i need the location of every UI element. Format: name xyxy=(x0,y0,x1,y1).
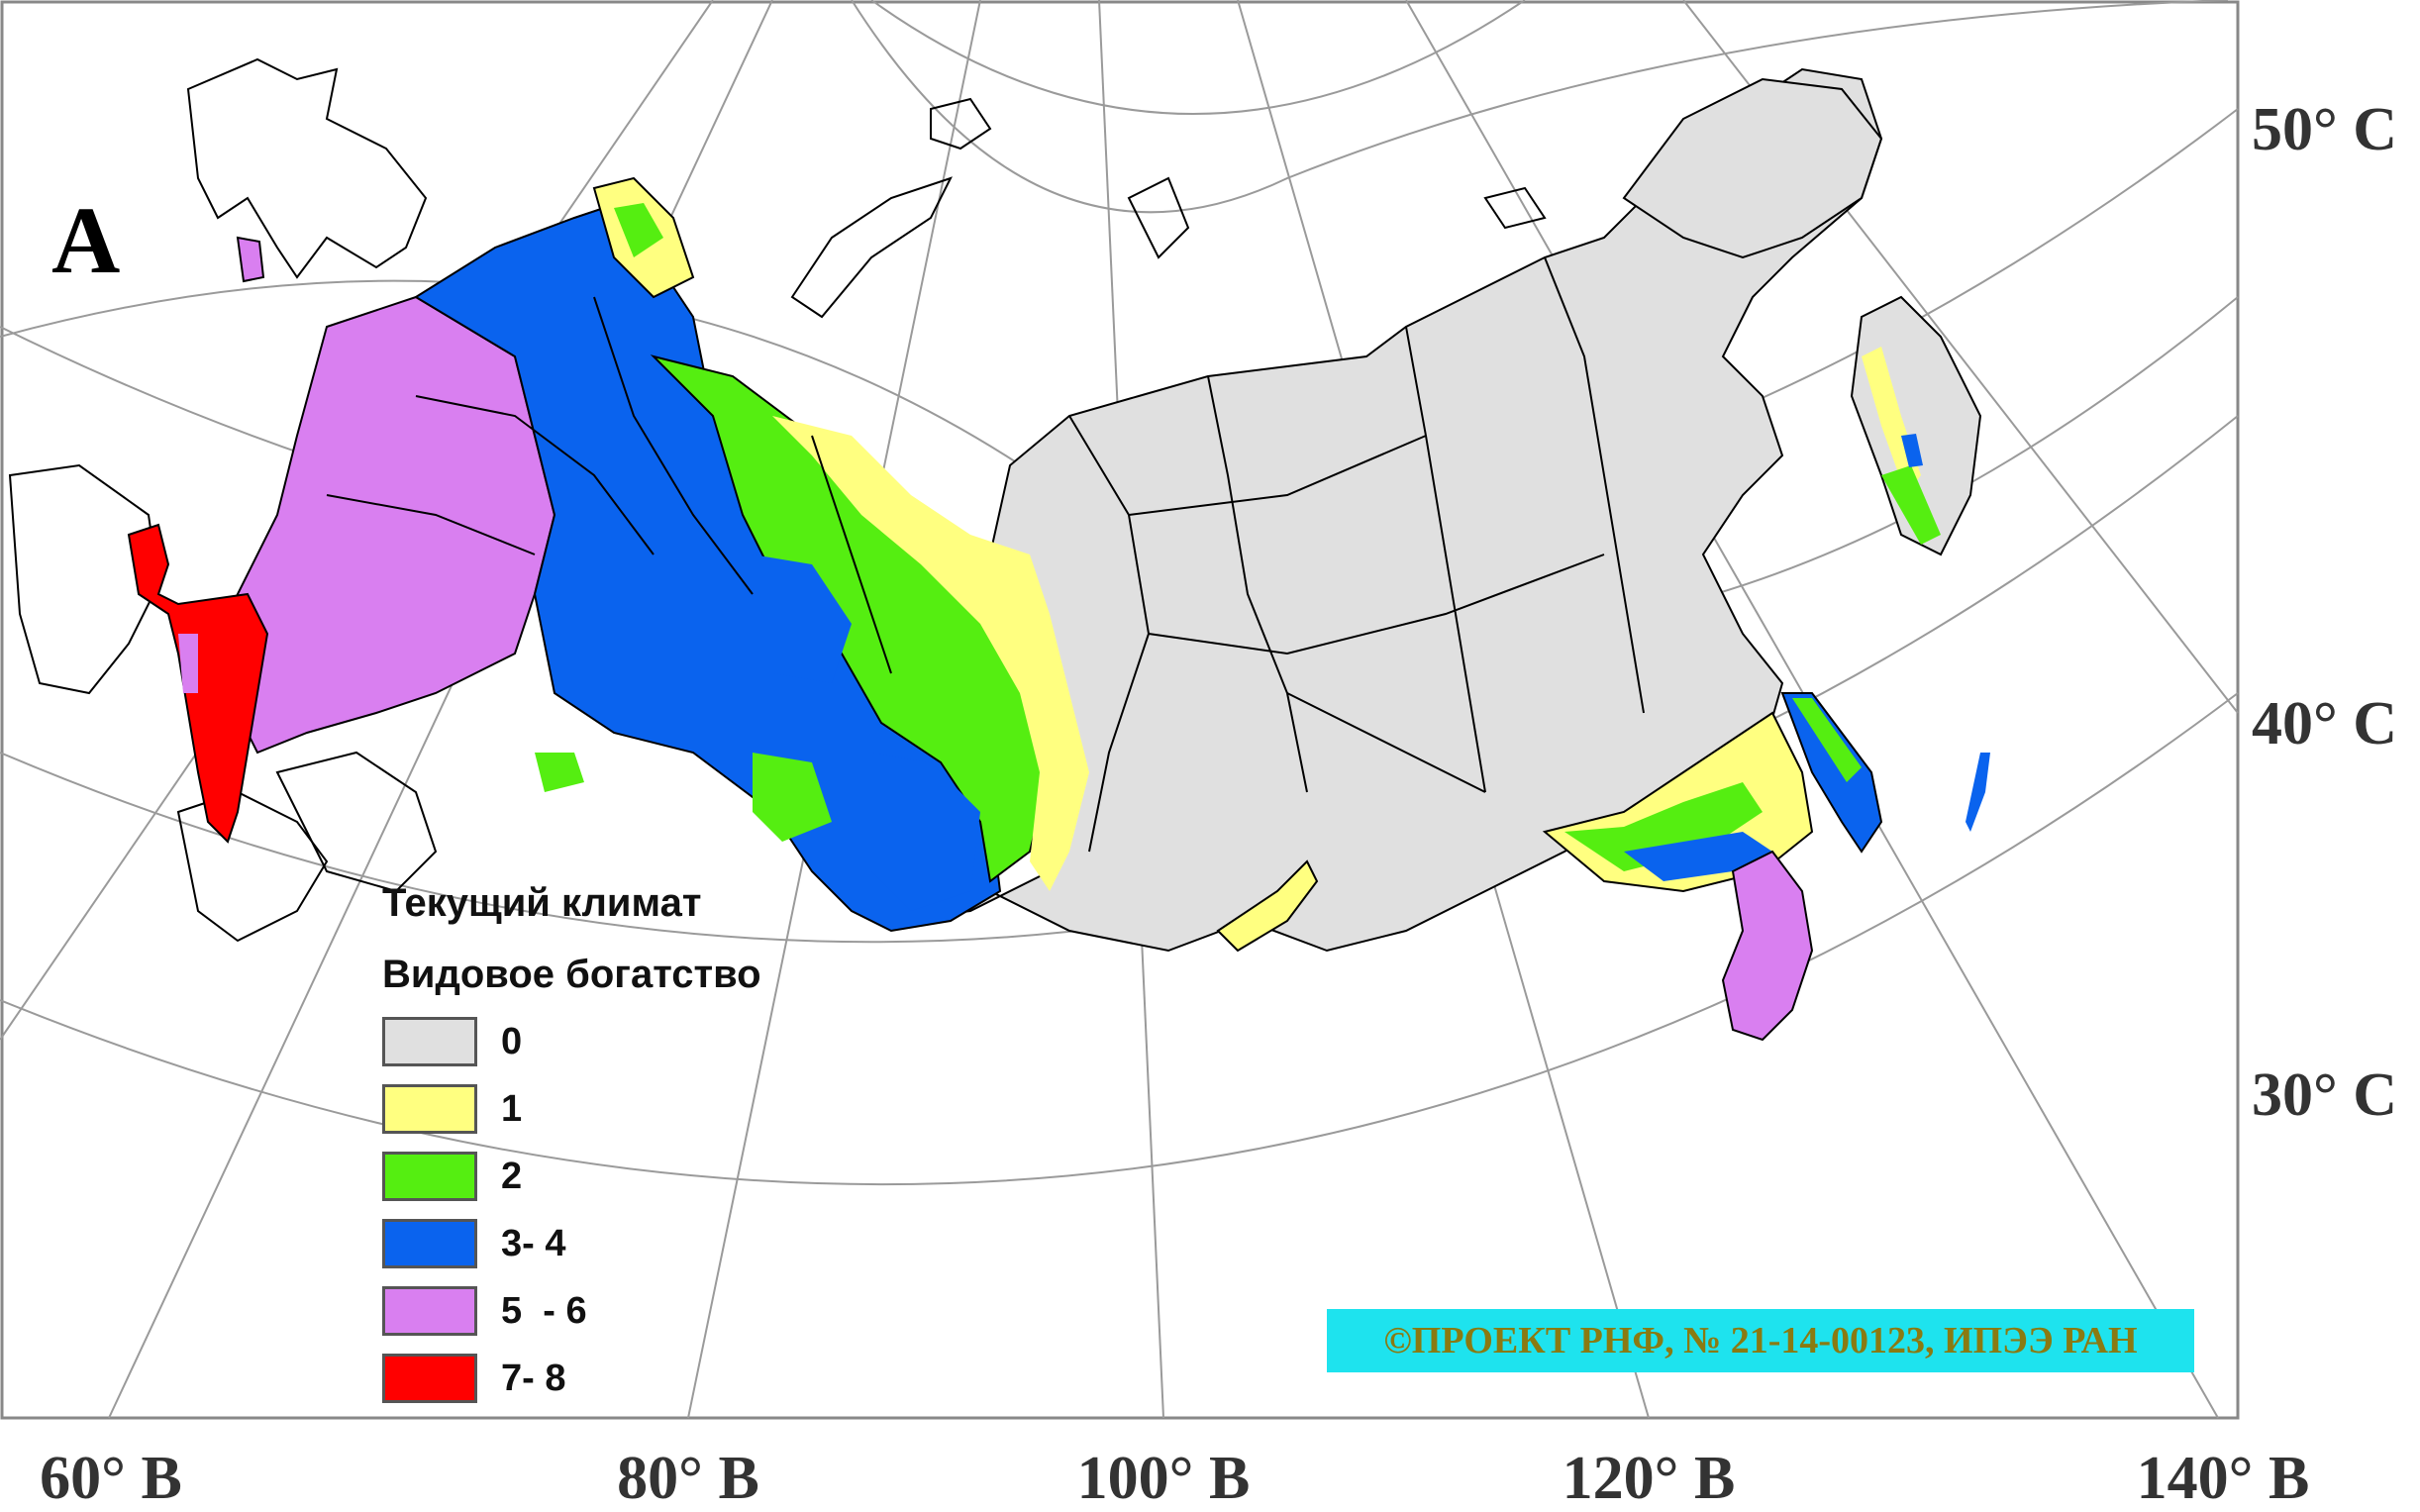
boundary-6 xyxy=(1128,435,1427,516)
scandinavia-outline xyxy=(186,57,428,279)
boundary-8 xyxy=(415,395,655,555)
longitude-label-80: 80° В xyxy=(617,1445,759,1512)
amur-blue xyxy=(1624,832,1772,881)
kamchatka-yellow xyxy=(1862,347,1921,495)
longitude-label-120: 120° В xyxy=(1562,1445,1736,1512)
boundary-5 xyxy=(1148,554,1605,655)
amur-green xyxy=(1564,782,1763,871)
legend-label-1: 1 xyxy=(501,1087,523,1130)
green-patch-2 xyxy=(753,753,832,842)
longitude-label-100: 100° В xyxy=(1076,1445,1251,1512)
kurils xyxy=(1966,753,1990,832)
legend-swatch-0 xyxy=(382,1017,477,1066)
legend-label-4: 5 - 6 xyxy=(501,1289,587,1332)
legend-title-climate: Текущий климат xyxy=(382,881,702,925)
latitude-line-70 xyxy=(851,0,2229,214)
boundary-9 xyxy=(326,494,536,555)
sakhalin-green xyxy=(1792,698,1862,782)
eastern-europe-outline xyxy=(8,463,160,695)
surrounding-countries xyxy=(8,57,438,943)
legend-title-richness: Видовое богатство xyxy=(382,953,761,996)
latitude-label-50: 50° С xyxy=(2252,96,2398,163)
sakhalin xyxy=(1780,692,1883,854)
kamchatka-green xyxy=(1881,465,1941,545)
boundary-4 xyxy=(1544,256,1645,714)
legend-swatch-2 xyxy=(382,1152,477,1201)
boundary-10 xyxy=(593,296,754,595)
latitude-label-30: 30° С xyxy=(2252,1061,2398,1129)
kamchatka-blue xyxy=(1901,434,1923,467)
crimea-purple xyxy=(178,634,198,693)
novaya-zemlya xyxy=(790,176,953,319)
kola-green xyxy=(614,203,663,257)
legend-label-3: 3- 4 xyxy=(501,1222,566,1264)
boundary-7 xyxy=(1286,692,1486,793)
caucasus-outline xyxy=(176,790,329,943)
franz-josef-land xyxy=(930,97,992,151)
legend-swatch-5 xyxy=(382,1354,477,1403)
blue-patch-1 xyxy=(743,554,852,683)
baikal-yellow xyxy=(1216,859,1319,953)
latitude-label-40: 40° С xyxy=(2252,690,2398,757)
legend-item-2: 2 xyxy=(382,1151,522,1202)
legend-label-2: 2 xyxy=(501,1155,523,1197)
longitude-label-140: 140° В xyxy=(2136,1445,2310,1512)
boundary-11 xyxy=(811,435,892,674)
legend-swatch-4 xyxy=(382,1286,477,1336)
longitude-label-60: 60° В xyxy=(40,1445,182,1512)
legend-item-1: 1 xyxy=(382,1083,522,1135)
admin-boundaries xyxy=(326,256,1645,853)
primorye-purple xyxy=(1721,850,1814,1042)
central-asia-outline xyxy=(275,751,438,893)
green-patch-1 xyxy=(535,753,584,792)
legend-swatch-1 xyxy=(382,1084,477,1134)
new-siberian-islands xyxy=(1483,186,1547,230)
legend-label-0: 0 xyxy=(501,1020,523,1062)
arctic-islands xyxy=(790,97,1547,319)
legend-item-3: 3- 4 xyxy=(382,1218,565,1269)
legend-label-5: 7- 8 xyxy=(501,1357,566,1399)
legend-item-0: 0 xyxy=(382,1016,522,1067)
panel-letter: А xyxy=(51,187,121,293)
legend-item-5: 7- 8 xyxy=(382,1353,565,1404)
legend-swatch-3 xyxy=(382,1219,477,1268)
blue-patch-2 xyxy=(871,753,980,911)
map-border xyxy=(0,0,2240,1420)
copyright-label: ©ПРОЕКТ РНФ, № 21-14-00123, ИПЭЭ РАН xyxy=(1327,1309,2194,1372)
legend-item-4: 5 - 6 xyxy=(382,1285,587,1337)
severnaya-zemlya xyxy=(1127,176,1190,259)
yellow-band xyxy=(772,416,1089,891)
russia-northeast xyxy=(1622,77,1883,259)
latitude-line-75 xyxy=(870,0,1526,115)
latitude-line-40 xyxy=(0,692,2239,1186)
kaliningrad xyxy=(236,236,265,283)
boundary-2 xyxy=(1207,375,1308,793)
boundary-3 xyxy=(1405,326,1486,793)
european-russia-purple xyxy=(216,295,556,755)
